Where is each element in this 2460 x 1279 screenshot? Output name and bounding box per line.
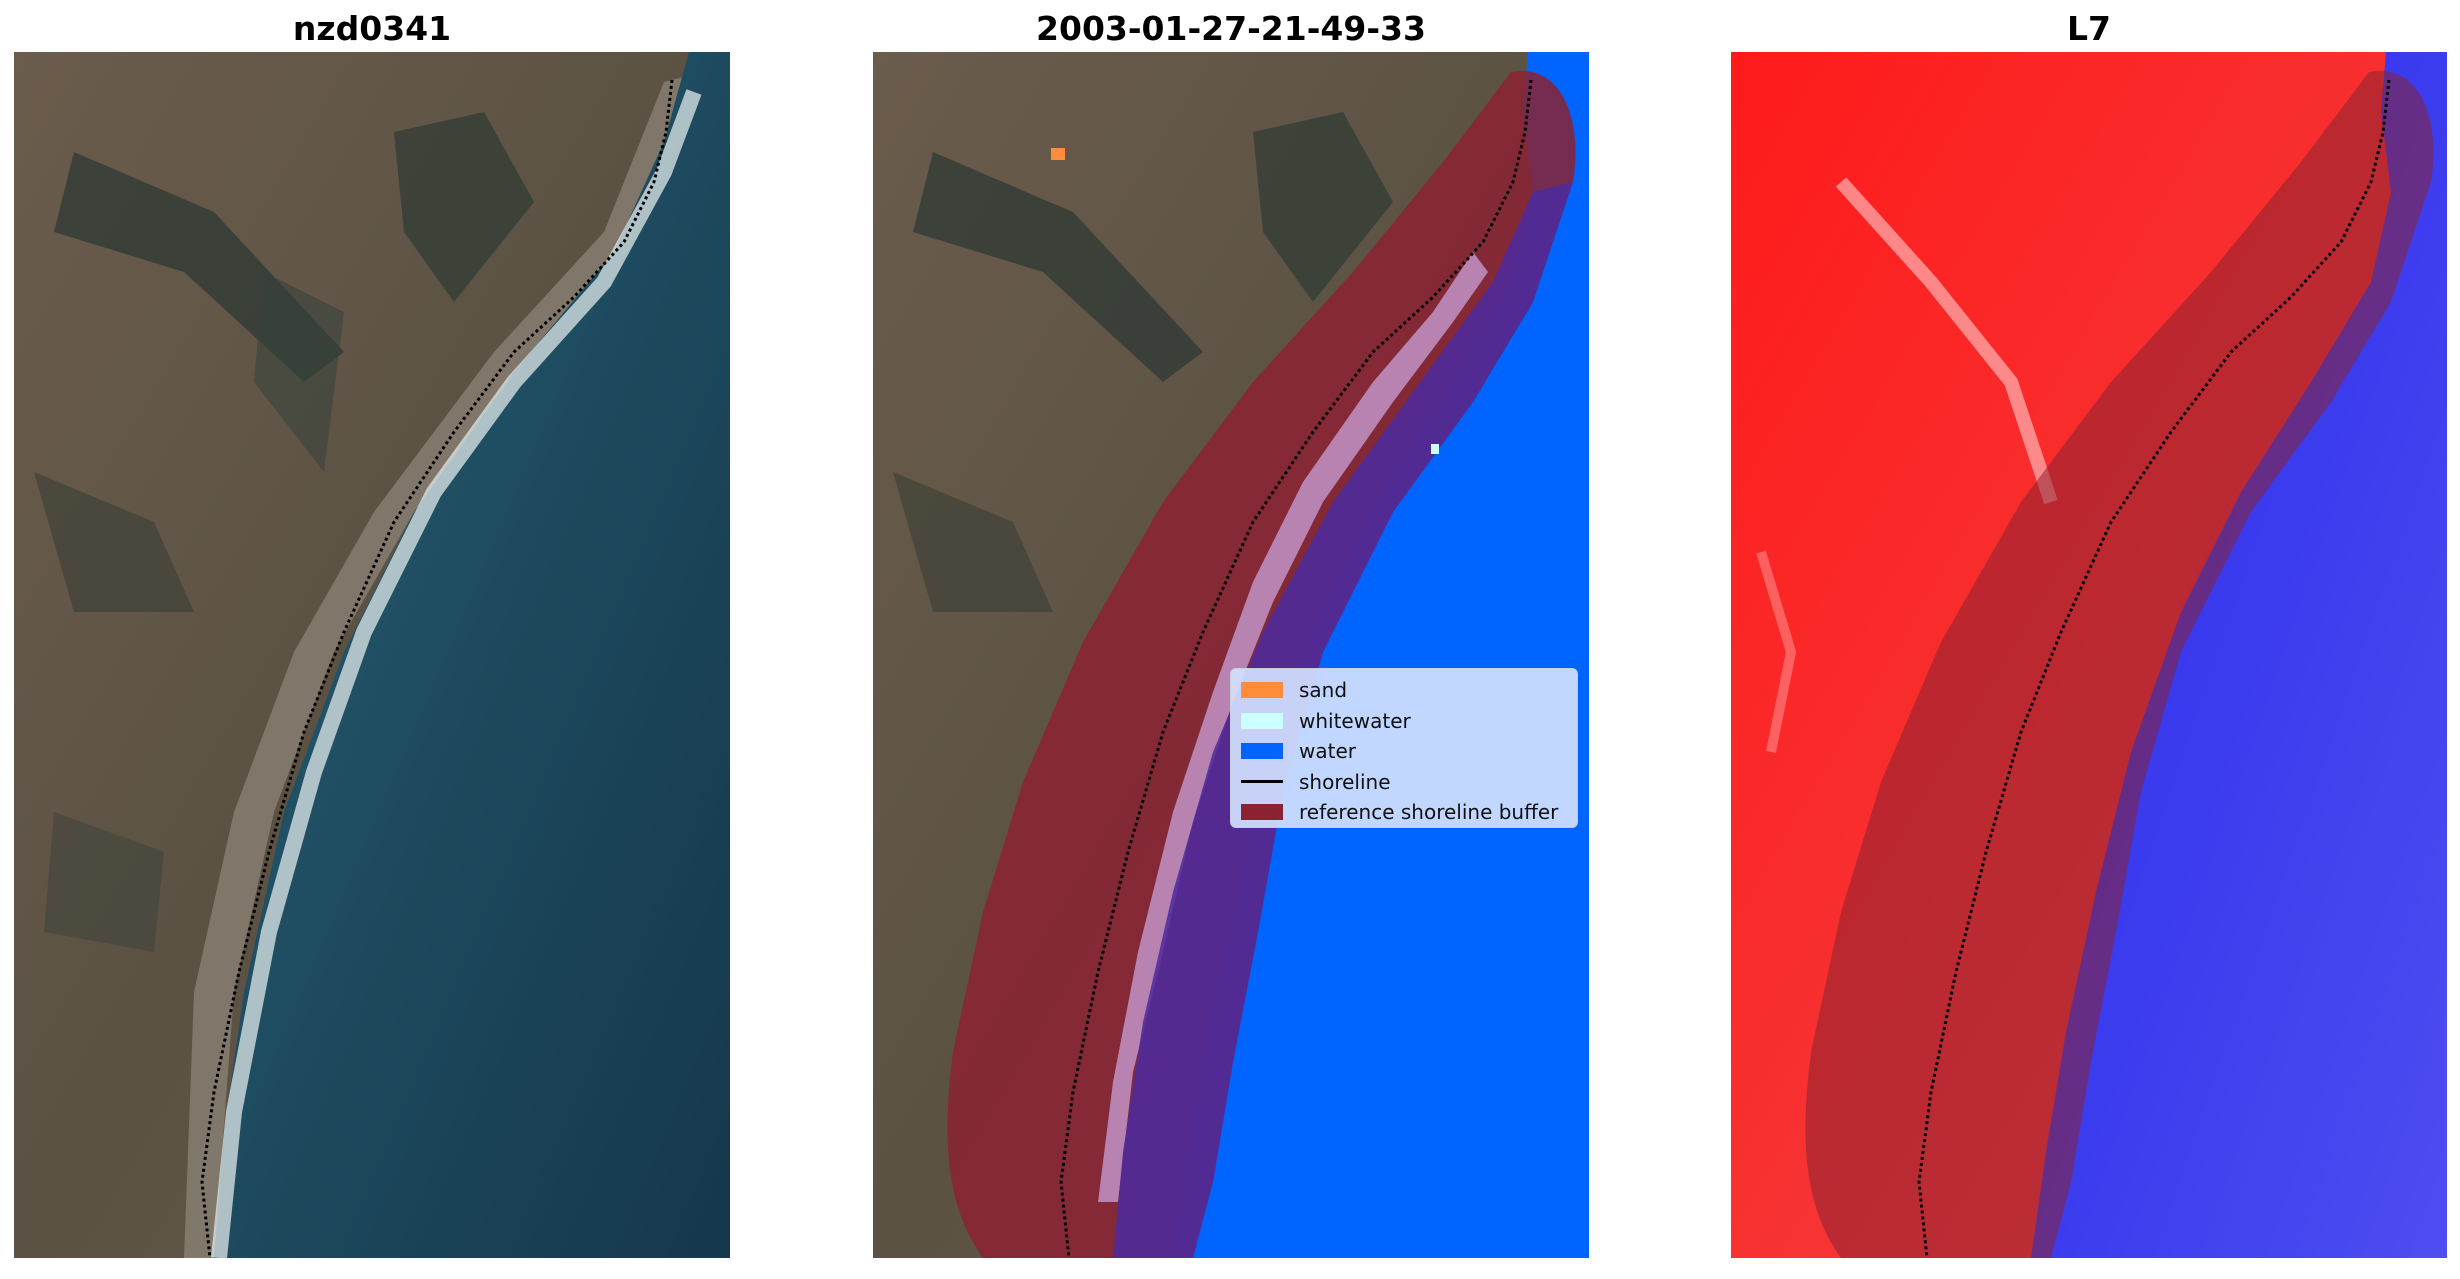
hill-shadow [913, 152, 1203, 382]
legend-item-water: water [1241, 736, 1567, 767]
hill-shadow [394, 112, 534, 302]
panel-title-index: L7 [2067, 9, 2111, 48]
shoreline [1059, 79, 1533, 1258]
legend-swatch-buffer [1241, 804, 1283, 821]
hill-shadow [34, 472, 194, 612]
whitewater-pixel [1431, 444, 1439, 454]
legend-swatch-water [1241, 743, 1283, 760]
sand-pixel [1051, 148, 1065, 160]
reference-shoreline-buffer [1805, 70, 2434, 1258]
legend: sand whitewater water shoreline referenc… [1230, 668, 1578, 828]
legend-line-shoreline [1241, 780, 1283, 784]
legend-label: reference shoreline buffer [1299, 800, 1559, 825]
legend-swatch-sand [1241, 682, 1283, 699]
legend-swatch-whitewater [1241, 712, 1283, 729]
index-image-panel [1731, 52, 2447, 1258]
bright-land-streak [1756, 550, 1797, 753]
legend-item-shoreline: shoreline [1241, 767, 1567, 798]
legend-item-whitewater: whitewater [1241, 706, 1567, 737]
bright-land-streak [1835, 177, 2058, 505]
panel-title-rgb: nzd0341 [292, 9, 452, 48]
rgb-image-panel [14, 52, 730, 1258]
surf-whitewater [211, 89, 702, 1258]
legend-label: sand [1299, 678, 1348, 703]
legend-item-buffer: reference shoreline buffer [1241, 797, 1567, 828]
hill-shadow [254, 272, 344, 472]
panel-title-classified: 2003-01-27-21-49-33 [1036, 9, 1426, 48]
classified-image-panel [873, 52, 1589, 1258]
hill-shadow [893, 472, 1053, 612]
legend-label: shoreline [1299, 769, 1391, 794]
legend-label: water [1299, 739, 1356, 764]
shoreline [1917, 79, 2391, 1258]
hill-shadow [1253, 112, 1393, 302]
shoreline [200, 79, 674, 1258]
index-image [1731, 52, 2447, 1258]
ocean-area [214, 52, 730, 1258]
rgb-satellite-image [14, 52, 730, 1258]
water-overlap [1113, 182, 1573, 1258]
legend-item-sand: sand [1241, 675, 1567, 706]
hill-shadow [44, 812, 164, 952]
legend-label: whitewater [1299, 708, 1411, 733]
classified-image [873, 52, 1589, 1258]
